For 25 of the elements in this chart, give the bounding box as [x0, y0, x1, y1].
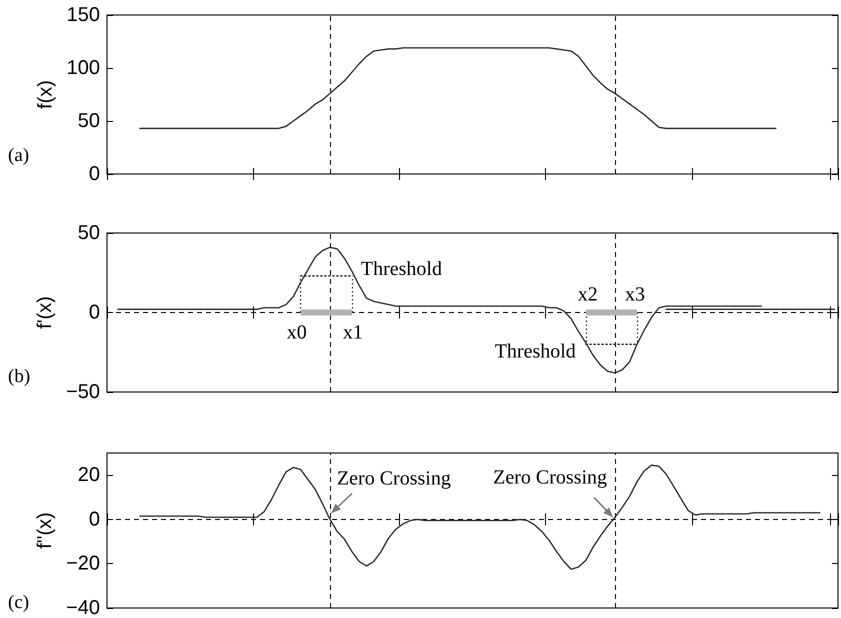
y-tick-label: 20	[78, 464, 100, 486]
y-tick-label: 0	[88, 163, 100, 185]
y-tick-label: 150	[66, 4, 100, 26]
y-tick-label: 100	[66, 57, 100, 79]
y-tick-label: −50	[66, 381, 100, 403]
annotation: x1	[342, 322, 363, 344]
annotation: x3	[624, 284, 645, 306]
y-tick-label: 50	[78, 110, 100, 132]
y-tick-label: −20	[66, 552, 100, 575]
annotation: x2	[578, 284, 598, 306]
y-axis-title: f(x)	[34, 80, 57, 109]
y-tick-label: 50	[78, 222, 100, 244]
series-label: Threshold	[360, 258, 442, 280]
legend-label: Threshold	[494, 340, 576, 362]
y-axis-title: f'(x)	[34, 296, 56, 329]
y-tick-label: 0	[88, 302, 100, 324]
annotation: Zero Crossing	[493, 466, 608, 488]
y-axis-title: f''(x)	[34, 512, 56, 549]
text: (a)	[8, 145, 30, 166]
text: (c)	[8, 592, 30, 613]
y-tick-label: 0	[88, 508, 100, 530]
annotation: Zero Crossing	[336, 467, 451, 490]
text: (b)	[8, 366, 30, 387]
annotation: x0	[286, 322, 307, 344]
y-tick-label: −40	[66, 597, 100, 618]
